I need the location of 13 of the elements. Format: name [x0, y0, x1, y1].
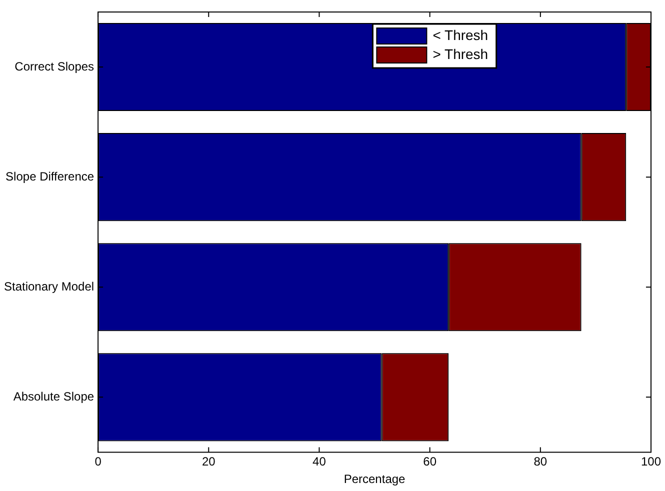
legend-label: > Thresh [432, 46, 488, 62]
x-tick-label: 0 [94, 454, 102, 469]
x-axis-title: Percentage [344, 472, 406, 486]
x-tick-label: 100 [640, 454, 662, 469]
x-tick-label: 40 [312, 454, 326, 469]
x-tick-label: 60 [423, 454, 437, 469]
legend-label: < Thresh [432, 26, 488, 43]
y-tick-label: Stationary Model [4, 279, 94, 294]
y-tick-label: Correct Slopes [14, 59, 94, 74]
x-tick-label: 20 [202, 454, 216, 469]
y-tick-label: Slope Difference [6, 169, 94, 184]
x-tick-label: 80 [534, 454, 548, 469]
y-tick-label: Absolute Slope [13, 389, 94, 404]
